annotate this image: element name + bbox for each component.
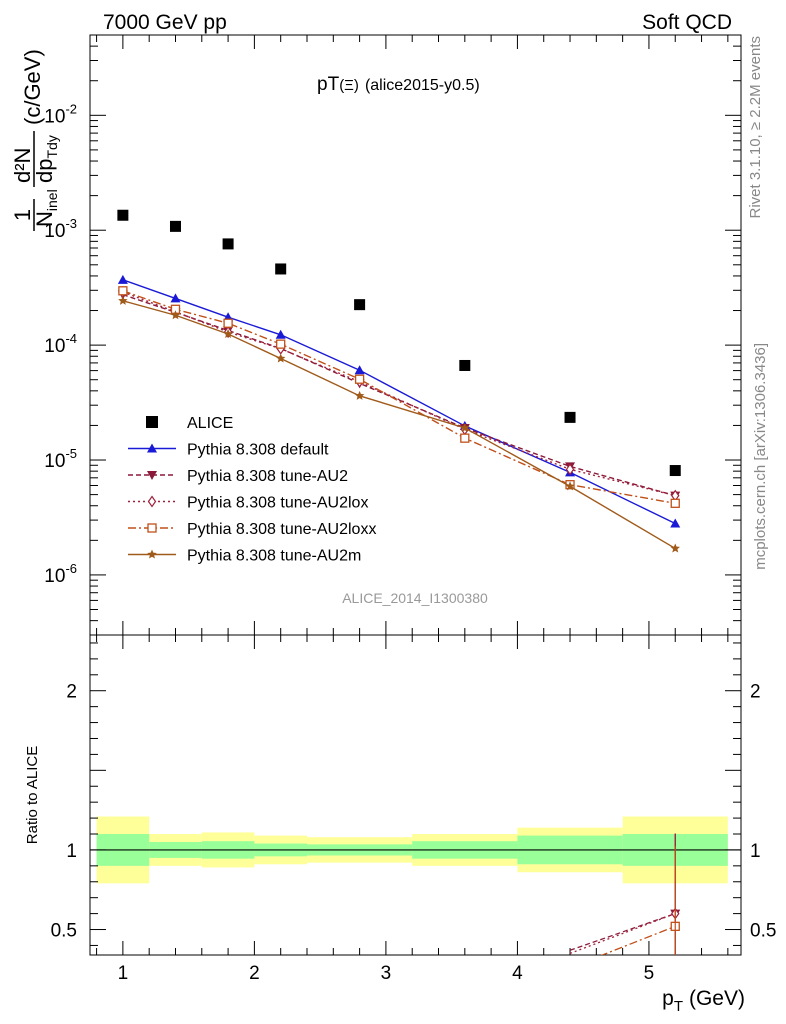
data-point (670, 518, 681, 528)
ratio-y-tick-label-right: 1 (750, 841, 761, 862)
x-tick-label: 1 (118, 963, 129, 984)
svg-text:Ninel: Ninel (32, 189, 60, 227)
data-point (565, 463, 575, 476)
series-line (122, 293, 676, 497)
ratio-line (569, 912, 676, 951)
data-point (117, 274, 128, 284)
ratio-y-tick-label: 1 (66, 841, 77, 862)
y-label-unit: (c/GeV) (20, 49, 45, 125)
y-tick-label: 10-4 (44, 331, 77, 357)
x-tick-label: 3 (381, 963, 392, 984)
main-panel-frame (89, 34, 742, 636)
y-label-tdy: Tdy (44, 135, 60, 158)
data-point (275, 353, 286, 363)
data-point (565, 481, 575, 491)
ratio-y-tick-label-right: 2 (750, 682, 761, 703)
legend-label: Pythia 8.308 tune-AU2lox (187, 495, 368, 512)
legend-entry: Pythia 8.308 tune-AU2 (128, 468, 348, 485)
x-label-unit: (GeV) (689, 987, 745, 1010)
legend-entry: Pythia 8.308 tune-AU2m (128, 548, 361, 565)
ratio-panel-frame (89, 634, 742, 956)
data-point (670, 543, 680, 553)
x-label-p: p (662, 987, 674, 1010)
series-alice (117, 209, 681, 477)
data-point (354, 374, 365, 384)
data-point (669, 465, 681, 477)
ratio-line (600, 925, 676, 955)
legend-entry: Pythia 8.308 default (128, 442, 329, 459)
ratio-y-axis-label: Ratio to ALICE (24, 746, 41, 844)
legend-label: Pythia 8.308 tune-AU2 (187, 468, 348, 485)
data-point (223, 318, 233, 328)
series-line (122, 300, 676, 550)
y-tick-label: 10-5 (44, 446, 77, 472)
legend-entry: Pythia 8.308 tune-AU2lox (128, 495, 368, 512)
data-point (564, 411, 576, 423)
series-line (122, 279, 676, 525)
mcplots-reference-label: mcplots.cern.ch [arXiv:1306.3436] (752, 343, 769, 570)
data-point (275, 263, 287, 275)
data-point (223, 328, 233, 339)
y-axis-label-main: 1 Ninel d²N dpTdy (c/GeV) (10, 49, 60, 231)
plot-title-main: pT (317, 74, 340, 95)
ratio-series-3 (600, 846, 680, 955)
plot-title-tag: (alice2015-y0.5) (365, 77, 480, 94)
data-point (117, 209, 129, 221)
legend-label: ALICE (187, 415, 233, 432)
y-label-dp: dp (32, 159, 57, 183)
data-point (460, 433, 470, 443)
legend-label: Pythia 8.308 default (187, 442, 329, 459)
data-point (169, 220, 181, 232)
ratio-y-tick-label: 2 (66, 682, 77, 703)
y-label-one: 1 (10, 209, 35, 221)
data-point (276, 339, 286, 349)
y-label-n: N (32, 211, 57, 227)
x-tick-label: 4 (512, 963, 523, 984)
x-tick-label: 5 (644, 963, 655, 984)
series-line (122, 291, 676, 497)
series-pythia-5 (118, 295, 680, 553)
plot-title: pT(Ξ) (alice2015-y0.5) (317, 74, 480, 95)
ratio-line (569, 912, 676, 955)
data-point (170, 310, 181, 320)
data-point (459, 359, 471, 371)
ratio-y-tick-label-right: 0.5 (750, 921, 776, 942)
header-left: 7000 GeV pp (103, 11, 227, 34)
y-tick-label: 10-6 (44, 561, 77, 587)
legend-label: Pythia 8.308 tune-AU2m (187, 548, 361, 565)
data-point (354, 390, 365, 400)
rivet-version-label: Rivet 3.1.10, ≥ 2.2M events (747, 36, 764, 219)
data-point (354, 365, 365, 375)
data-point (118, 295, 128, 305)
analysis-watermark: ALICE_2014_I1300380 (342, 590, 488, 606)
ratio-y-tick-label: 0.5 (51, 921, 77, 942)
x-tick-label: 2 (249, 963, 260, 984)
data-point (170, 293, 181, 303)
x-label-t: T (674, 998, 683, 1015)
data-point (118, 286, 128, 296)
x-axis-label: pT (GeV) (662, 987, 745, 1015)
legend-label: Pythia 8.308 tune-AU2loxx (187, 521, 376, 538)
svg-text:dpTdy: dpTdy (32, 135, 60, 183)
legend-entry: Pythia 8.308 tune-AU2loxx (128, 521, 376, 538)
data-point (354, 299, 366, 311)
plot-title-particle: (Ξ) (339, 77, 359, 94)
legend-entry: ALICE (146, 415, 233, 432)
data-point (222, 238, 234, 250)
y-label-d2n: d²N (10, 148, 35, 183)
y-tick-label: 10-2 (44, 101, 77, 127)
data-point (670, 498, 680, 508)
data-point (460, 422, 470, 433)
header-right: Soft QCD (642, 11, 732, 34)
y-label-inel: inel (44, 189, 60, 211)
y-tick-label: 10-3 (44, 216, 77, 242)
data-point (275, 329, 286, 339)
